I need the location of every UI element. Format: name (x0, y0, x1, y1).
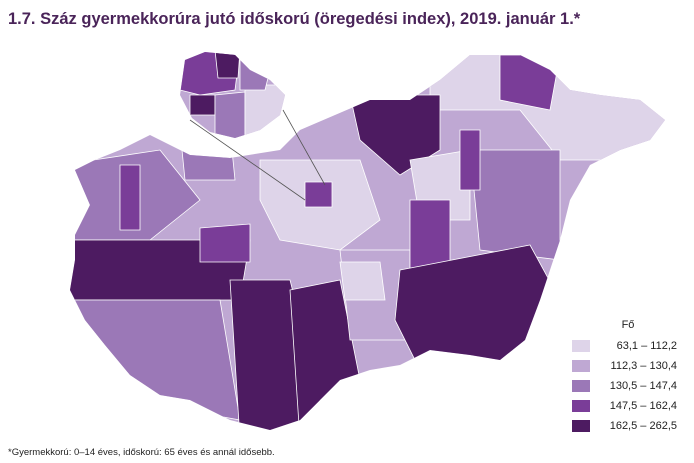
legend-swatch (572, 420, 590, 432)
legend-label: 147,5 – 162,4 (610, 400, 677, 412)
legend: Fő 63,1 – 112,2 112,3 – 130,4 130,5 – 147,… (572, 319, 677, 432)
region (179, 129, 236, 181)
region (214, 91, 246, 138)
region (244, 84, 285, 138)
legend-swatch (572, 360, 590, 372)
region (304, 181, 333, 208)
footnote: *Gyermekkorú: 0–14 éves, időskorú: 65 év… (8, 447, 275, 458)
region (459, 129, 481, 191)
inset-line (189, 119, 306, 201)
budapest-inset (180, 52, 285, 138)
region (70, 299, 241, 421)
region (214, 52, 241, 79)
region (239, 59, 271, 91)
region (189, 94, 216, 116)
inset-line (282, 109, 326, 186)
legend-swatch (572, 340, 590, 352)
region (339, 261, 386, 301)
legend-title: Fő (622, 319, 635, 331)
legend-label: 112,3 – 130,4 (611, 360, 677, 372)
region (119, 164, 141, 231)
legend-swatch (572, 380, 590, 392)
map-title: 1.7. Száz gyermekkorúra jutó időskorú (ö… (8, 10, 581, 28)
legend-label: 63,1 – 112,2 (617, 340, 677, 352)
region (199, 223, 251, 263)
region (499, 55, 561, 111)
region (469, 149, 561, 261)
legend-label: 130,5 – 147,4 (610, 380, 677, 392)
legend-label: 162,5 – 262,5 (610, 420, 677, 432)
legend-swatch (572, 400, 590, 412)
